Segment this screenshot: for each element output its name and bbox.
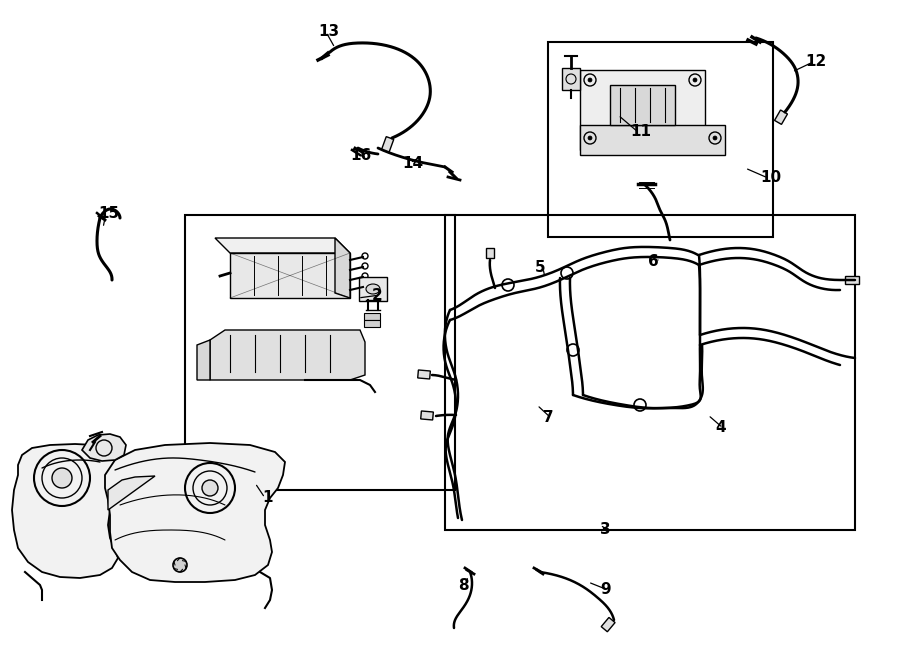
Text: 9: 9 (600, 582, 610, 598)
Text: 10: 10 (760, 171, 781, 186)
FancyBboxPatch shape (359, 277, 387, 301)
Bar (610, 85, 675, 125)
Bar (364, 320, 380, 327)
Polygon shape (486, 248, 494, 258)
Bar (562, 68, 580, 90)
Circle shape (588, 78, 592, 82)
Text: 16: 16 (350, 147, 371, 163)
Text: 4: 4 (715, 420, 725, 436)
Text: 8: 8 (458, 578, 469, 592)
Circle shape (202, 480, 218, 496)
Polygon shape (775, 110, 788, 124)
Text: 2: 2 (372, 288, 382, 303)
Circle shape (588, 136, 592, 140)
Bar (364, 313, 380, 320)
Polygon shape (601, 617, 615, 632)
Text: 12: 12 (805, 54, 826, 69)
Polygon shape (335, 238, 350, 298)
Bar (580, 125, 725, 155)
Text: 13: 13 (318, 24, 339, 40)
Polygon shape (230, 253, 350, 298)
Polygon shape (382, 137, 394, 153)
Text: 7: 7 (543, 410, 553, 426)
Polygon shape (845, 276, 859, 284)
Bar (185, 215, 455, 490)
Circle shape (52, 468, 72, 488)
Polygon shape (210, 330, 365, 380)
Ellipse shape (366, 284, 380, 294)
Polygon shape (12, 444, 122, 578)
Text: 15: 15 (98, 206, 119, 221)
Polygon shape (215, 238, 350, 253)
Text: 14: 14 (402, 155, 423, 171)
Bar (548, 42, 773, 237)
Text: 5: 5 (535, 260, 545, 276)
Text: 1: 1 (263, 490, 273, 506)
Circle shape (693, 78, 697, 82)
Polygon shape (420, 411, 433, 420)
Polygon shape (82, 434, 126, 461)
Text: 3: 3 (600, 522, 610, 537)
Text: 11: 11 (630, 124, 651, 139)
Bar (580, 70, 705, 150)
Polygon shape (197, 340, 210, 380)
Polygon shape (105, 443, 285, 582)
Circle shape (713, 136, 717, 140)
Bar (445, 215, 855, 530)
Polygon shape (418, 370, 430, 379)
Circle shape (173, 558, 187, 572)
Polygon shape (108, 476, 155, 510)
Text: 6: 6 (648, 254, 659, 270)
